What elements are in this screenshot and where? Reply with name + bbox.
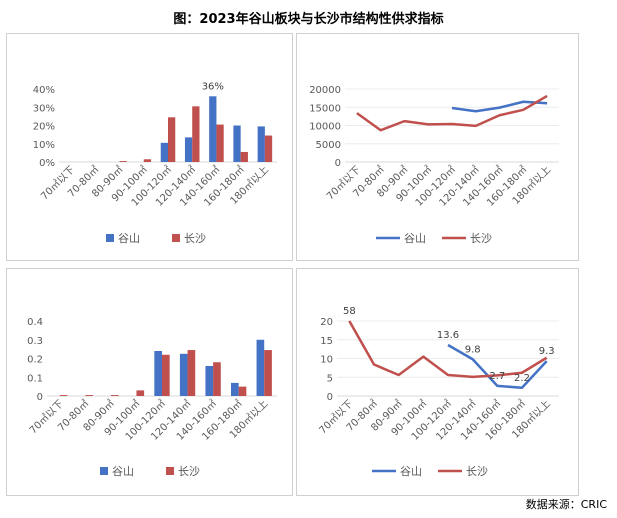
bar	[85, 395, 93, 396]
chart-4-svg: 0510152070㎡以下70-80㎡80-90㎡90-100㎡100-120㎡…	[317, 306, 559, 478]
bar	[209, 96, 217, 162]
bar	[110, 395, 119, 396]
bar	[187, 350, 196, 396]
chart-panel-1: 0% 10% 20% 30% 40% 70㎡以下 70-80㎡ 80-90㎡ 90-100㎡ 10…	[6, 33, 293, 261]
series-line	[356, 94, 548, 132]
bar	[264, 350, 272, 396]
data-label: 2.7	[489, 371, 505, 382]
legend-label: 谷山	[118, 232, 140, 245]
bar	[233, 125, 241, 162]
bar	[257, 126, 265, 162]
bar	[160, 142, 168, 162]
bar	[256, 339, 265, 396]
y-tick-label: 0.3	[27, 336, 43, 347]
series-line	[348, 320, 548, 379]
bar	[179, 353, 188, 396]
chart-panel-2: 0 5000 10000 15000 20000 70㎡以下 70-80㎡ 80-90㎡ 90-…	[296, 33, 579, 261]
bar	[231, 382, 239, 396]
y-tick-label: 0	[327, 392, 333, 403]
bar	[213, 362, 221, 396]
legend-label: 长沙	[178, 465, 200, 478]
y-tick-label: 40%	[33, 85, 55, 96]
y-tick-label: 10000	[309, 122, 341, 133]
y-tick-label: 0.4	[27, 317, 43, 328]
data-label: 9.3	[539, 346, 555, 357]
y-tick-label: 0	[335, 158, 341, 169]
bar	[216, 124, 224, 162]
chart-panel-3: 0 0.1 0.2 0.3 0.4 70㎡以下 70-80㎡ 80-90㎡ 90-100㎡ 100…	[6, 268, 293, 496]
legend-swatch	[172, 234, 180, 242]
legend-label: 长沙	[184, 232, 206, 245]
bar	[168, 117, 176, 162]
y-tick-label: 15000	[309, 103, 341, 114]
chart-3-svg: 00.10.20.30.470㎡以下70-80㎡80-90㎡90-100㎡100…	[27, 317, 277, 478]
chart-panel-4: 0 5 10 15 20 70㎡以下 70-80㎡ 80-90㎡ 90-100㎡ 100-120㎡…	[296, 268, 579, 496]
chart-1-svg: 0%10%20%30%40%70㎡以下70-80㎡80-90㎡90-100㎡10…	[33, 81, 277, 245]
y-tick-label: 10	[320, 355, 333, 366]
legend-label: 长沙	[470, 232, 492, 245]
data-label: 58	[343, 306, 356, 317]
y-tick-label: 0.2	[27, 355, 43, 366]
data-label: 13.6	[437, 330, 459, 341]
y-tick-label: 0.1	[27, 373, 43, 384]
page-title: 图：2023年谷山板块与长沙市结构性供求指标	[173, 12, 444, 27]
series-line	[447, 343, 548, 389]
legend-label: 谷山	[112, 465, 134, 478]
bar	[136, 390, 145, 396]
bar	[143, 159, 152, 162]
bar	[162, 354, 170, 396]
data-source: 数据来源：CRIC	[525, 498, 607, 511]
bar	[238, 386, 247, 396]
legend-label: 谷山	[404, 232, 426, 245]
bar	[205, 366, 214, 396]
bar	[154, 351, 162, 396]
y-tick-label: 20	[320, 317, 333, 328]
chart-2-svg: 0500010000150002000070㎡以下70-80㎡80-90㎡90-…	[309, 85, 559, 245]
y-tick-label: 5	[327, 373, 333, 384]
legend-swatch	[100, 467, 108, 475]
legend-label: 长沙	[466, 465, 488, 478]
series-line	[451, 100, 548, 113]
bar	[240, 151, 248, 162]
y-tick-label: 20%	[33, 122, 55, 133]
legend-swatch	[106, 234, 114, 242]
y-tick-label: 20000	[309, 85, 341, 96]
bar	[184, 137, 193, 162]
bar	[192, 106, 200, 162]
data-label: 2.2	[514, 373, 530, 384]
y-tick-label: 30%	[33, 103, 55, 114]
legend-swatch	[166, 467, 174, 475]
y-tick-label: 5000	[316, 140, 341, 151]
y-tick-label: 15	[320, 336, 333, 347]
y-tick-label: 0	[37, 392, 43, 403]
y-tick-label: 10%	[33, 140, 55, 151]
bar	[59, 395, 68, 396]
bar	[119, 161, 127, 162]
bar	[264, 135, 273, 162]
legend-label: 谷山	[400, 465, 422, 478]
data-label: 36%	[202, 81, 224, 92]
y-tick-label: 0%	[39, 158, 55, 169]
data-label: 9.8	[465, 344, 481, 355]
